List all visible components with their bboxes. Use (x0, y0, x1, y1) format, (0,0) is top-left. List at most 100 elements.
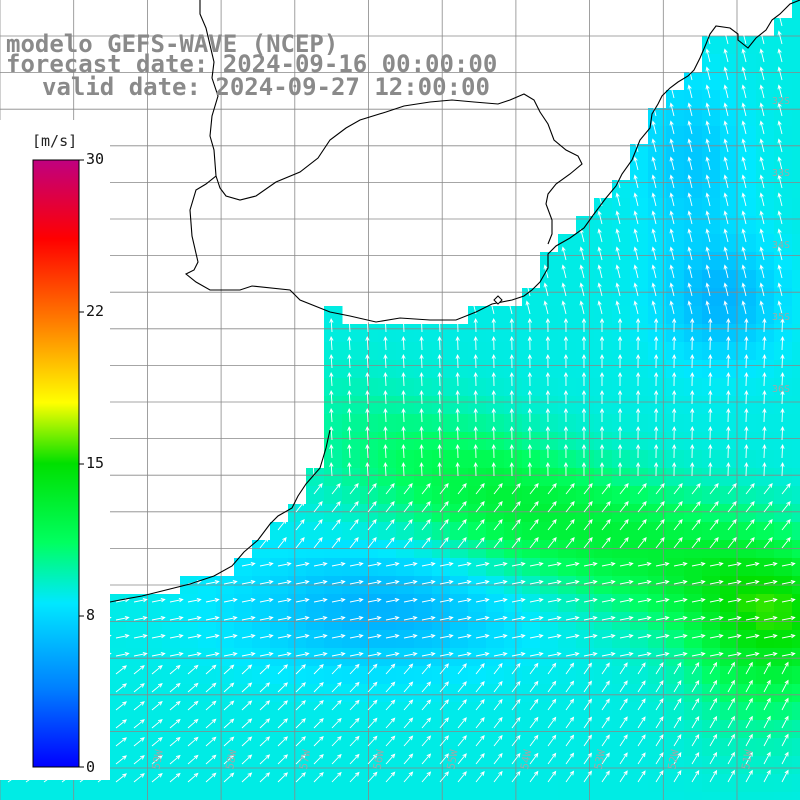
wind-cell (126, 756, 145, 775)
wind-cell (198, 774, 217, 793)
wind-cell (648, 270, 667, 289)
wind-cell (558, 684, 577, 703)
wind-arrow (599, 407, 605, 423)
wind-arrow (583, 597, 598, 603)
wind-cell (576, 594, 595, 613)
wind-cell (792, 360, 800, 379)
wind-cell (666, 702, 685, 721)
wind-cell (522, 378, 541, 397)
wind-cell (720, 684, 739, 703)
wind-arrow (565, 633, 580, 639)
wind-cell (720, 126, 739, 145)
wind-cell (414, 720, 433, 739)
wind-cell (504, 594, 523, 613)
wind-cell (306, 594, 325, 613)
wind-arrow (655, 519, 665, 531)
wind-arrow (529, 734, 539, 747)
wind-cell (594, 594, 613, 613)
wind-arrow (223, 615, 238, 621)
wind-cell (450, 504, 469, 523)
wind-arrow (723, 84, 729, 99)
wind-cell (648, 684, 667, 703)
wind-arrow (223, 579, 238, 585)
wind-arrow (133, 597, 148, 603)
wind-cell (792, 198, 800, 217)
wind-arrow (491, 407, 496, 423)
wind-cell (702, 558, 721, 577)
wind-arrow (619, 519, 629, 531)
colorbar-tick-0: 0 (86, 758, 96, 776)
wind-cell (342, 414, 361, 433)
wind-arrow (619, 651, 634, 657)
wind-cell (792, 630, 800, 649)
wind-arrow (421, 519, 431, 531)
wind-cell (576, 558, 595, 577)
wind-cell (522, 342, 541, 361)
wind-arrow (583, 770, 592, 783)
wind-cell (252, 756, 271, 775)
wind-cell (558, 252, 577, 271)
wind-cell (702, 144, 721, 163)
wind-arrow (187, 664, 199, 675)
wind-arrow (241, 664, 253, 675)
wind-cell (720, 414, 739, 433)
wind-cell (198, 702, 217, 721)
wind-arrow (545, 389, 551, 405)
wind-arrow (473, 317, 478, 333)
wind-arrow (439, 663, 449, 675)
wind-arrow (669, 192, 675, 207)
wind-cell (252, 720, 271, 739)
wind-cell (468, 522, 487, 541)
wind-arrow (457, 753, 467, 765)
wind-cell (666, 666, 685, 685)
wind-cell (612, 684, 631, 703)
wind-arrow (331, 651, 346, 657)
wind-arrow (493, 734, 503, 747)
wind-arrow (781, 751, 789, 765)
wind-cell (144, 666, 163, 685)
wind-cell (684, 450, 703, 469)
wind-cell (252, 684, 271, 703)
wind-arrow (367, 483, 377, 495)
wind-arrow (601, 483, 611, 495)
wind-arrow (565, 770, 575, 783)
wind-arrow (708, 443, 713, 459)
wind-cell (702, 36, 721, 55)
wind-arrow (726, 461, 731, 477)
wind-cell (288, 630, 307, 649)
wind-arrow (762, 353, 767, 369)
wind-arrow (223, 633, 238, 639)
wind-cell (774, 342, 793, 361)
wind-arrow (565, 662, 575, 675)
wind-arrow (403, 537, 413, 549)
wind-arrow (655, 579, 670, 585)
latitude-label: 36S (772, 384, 790, 395)
wind-cell (756, 738, 775, 757)
wind-cell (684, 414, 703, 433)
wind-cell (360, 720, 379, 739)
wind-arrow (331, 519, 341, 531)
wind-arrow (723, 264, 729, 279)
wind-cell (738, 450, 757, 469)
wind-arrow (313, 771, 324, 783)
wind-arrow (295, 682, 306, 693)
wind-cell (774, 468, 793, 487)
wind-arrow (133, 719, 145, 729)
wind-cell (594, 450, 613, 469)
wind-arrow (421, 615, 436, 621)
wind-arrow (651, 174, 657, 189)
wind-arrow (565, 651, 580, 657)
wind-cell (612, 450, 631, 469)
wind-arrow (331, 537, 341, 549)
wind-arrow (439, 483, 449, 495)
wind-cell (756, 648, 775, 667)
wind-cell (594, 504, 613, 523)
wind-arrow (545, 443, 551, 459)
wind-arrow (331, 597, 346, 603)
wind-cell (360, 342, 379, 361)
wind-cell (540, 684, 559, 703)
wind-arrow (329, 425, 334, 441)
wind-cell (306, 756, 325, 775)
wind-arrow (205, 615, 220, 621)
wind-arrow (115, 615, 130, 621)
